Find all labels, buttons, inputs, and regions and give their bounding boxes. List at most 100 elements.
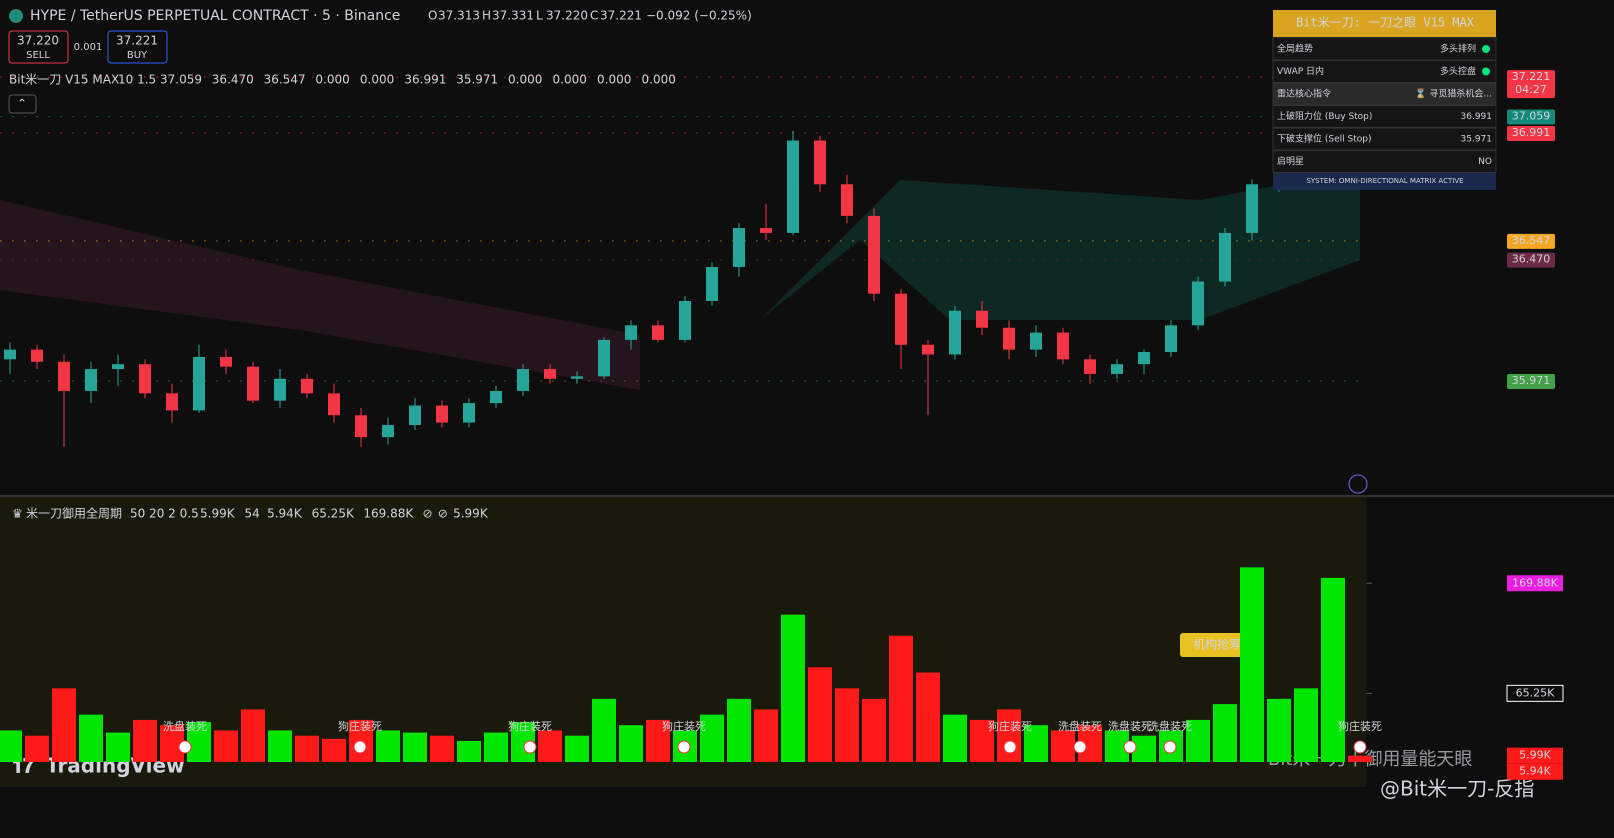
candle-body xyxy=(112,364,124,370)
volume-bar xyxy=(268,730,292,762)
candle-body xyxy=(922,344,934,355)
volume-bar xyxy=(1321,577,1345,762)
cloud xyxy=(760,170,1360,320)
volume-bar xyxy=(241,709,265,762)
panel-row-label: 下破支撑位 (Sell Stop) xyxy=(1277,133,1371,145)
volume-bar xyxy=(835,688,859,762)
candle-body xyxy=(1138,352,1150,365)
indicator-params: 10 1.5 xyxy=(118,73,156,87)
ohlc-value: 37.221 xyxy=(600,9,642,23)
candle-body xyxy=(328,393,340,416)
volume-bar xyxy=(1024,725,1048,762)
volume-indicator-value: 5.99K xyxy=(453,507,489,521)
candle-body xyxy=(31,349,43,362)
indicator-value: 36.470 xyxy=(212,73,254,87)
volume-bar xyxy=(1240,567,1264,762)
signal-icon xyxy=(353,740,367,754)
volume-label-box xyxy=(1507,747,1563,764)
volume-bar xyxy=(592,698,616,762)
sell-button[interactable] xyxy=(8,30,69,64)
volume-label: 65.25K xyxy=(1516,686,1555,699)
ohlc-value: 37.220 xyxy=(546,9,588,23)
volume-bar xyxy=(916,672,940,762)
signal-label: 狗庄装死 xyxy=(1338,719,1382,733)
flash-icon[interactable] xyxy=(1348,474,1368,494)
volume-bar xyxy=(133,719,157,762)
candle-body xyxy=(841,184,853,216)
collapse-button[interactable] xyxy=(8,94,37,114)
ohlc-label: L xyxy=(536,9,543,23)
candle-body xyxy=(409,405,421,425)
price-label-box xyxy=(1507,252,1555,268)
signal-label: 洗盘装死 xyxy=(1148,719,1192,733)
candle-body xyxy=(274,378,286,401)
candle-body xyxy=(1111,364,1123,374)
volume-bar xyxy=(1186,719,1210,762)
volume-indicator-name: 米一刀御用全周期 xyxy=(26,506,122,521)
signal-label: 狗庄装死 xyxy=(338,719,382,733)
indicator-value: 0.000 xyxy=(642,73,676,87)
panel-row-value: ⌛ 寻觅猎杀机会... xyxy=(1415,88,1492,100)
status-dot xyxy=(1482,67,1490,76)
volume-bar xyxy=(646,719,670,762)
header: HYPE / TetherUS PERPETUAL CONTRACT · 5 ·… xyxy=(9,8,400,24)
volume-bar xyxy=(322,738,346,762)
volume-label: 5.99K xyxy=(1519,749,1551,762)
signal-label: 洗盘装死 xyxy=(163,719,207,733)
quantity: 0.001 xyxy=(74,42,103,53)
indicator-name: Bit米一刀 V15 MAX xyxy=(9,73,119,87)
volume-bar xyxy=(403,732,427,762)
info-panel: Bit米一刀: 一刀之眼 V15 MAX 全局趋势 多头排列 VWAP 日内 多头控盘雷… xyxy=(1272,10,1497,190)
volume-bar xyxy=(943,714,967,762)
trade-buttons[interactable]: 37.220 SELL 0.001 37.221 BUY xyxy=(8,30,168,64)
candle-body xyxy=(85,369,97,391)
volume-bar xyxy=(970,719,994,762)
countdown: 04:27 xyxy=(1515,83,1547,96)
signal-icon xyxy=(1003,740,1017,754)
collapse-icon: ⌃ xyxy=(17,97,27,111)
volume-bar xyxy=(754,709,778,762)
candle-body xyxy=(301,378,313,394)
volume-indicator-params: 50 20 2 0.5 xyxy=(130,507,199,521)
candle-body xyxy=(355,415,367,438)
symbol-icon xyxy=(9,9,23,23)
signal-icon xyxy=(523,740,537,754)
candle-body xyxy=(787,140,799,233)
candle-body xyxy=(868,215,880,294)
signal-icon xyxy=(1163,740,1177,754)
price-label: 37.059 xyxy=(1512,109,1551,122)
candle-body xyxy=(193,356,205,411)
volume-bar xyxy=(484,732,508,762)
candle-body xyxy=(247,366,259,401)
candle-body xyxy=(1030,332,1042,350)
panel-row xyxy=(1272,150,1497,173)
volume-label: 5.94K xyxy=(1519,765,1551,778)
panel-title-box xyxy=(1273,10,1496,37)
panel-row-label: 雷达核心指令 xyxy=(1277,88,1331,100)
price-label-box xyxy=(1507,70,1555,99)
volume-bar xyxy=(106,732,130,762)
volume-indicator-value: 5.99K xyxy=(200,507,236,521)
candle-body xyxy=(625,325,637,340)
signal-icon xyxy=(1123,740,1137,754)
panel-row-label: 启明星 xyxy=(1277,155,1304,167)
volume-bar xyxy=(25,735,49,762)
candle-body xyxy=(598,339,610,377)
sell-label: SELL xyxy=(26,50,50,61)
volume-bar xyxy=(1051,730,1075,762)
signal-icon xyxy=(1353,740,1367,754)
panel-row-value: 36.991 xyxy=(1461,112,1493,122)
volume-bar xyxy=(700,714,724,762)
volume-bar xyxy=(727,698,751,762)
volume-bar xyxy=(52,688,76,762)
indicator-value: 36.991 xyxy=(404,73,446,87)
volume-label-box xyxy=(1507,763,1563,780)
candle-body xyxy=(760,228,772,233)
symbol: HYPE / TetherUS PERPETUAL CONTRACT · 5 ·… xyxy=(30,8,400,24)
indicator-value: 0.000 xyxy=(315,73,349,87)
candle-body xyxy=(706,266,718,301)
volume-bar xyxy=(889,635,913,762)
panel-footer: SYSTEM: OMNI-DIRECTIONAL MATRIX ACTIVE xyxy=(1306,177,1463,185)
buy-button[interactable] xyxy=(107,30,168,64)
volume-bar xyxy=(187,722,211,762)
